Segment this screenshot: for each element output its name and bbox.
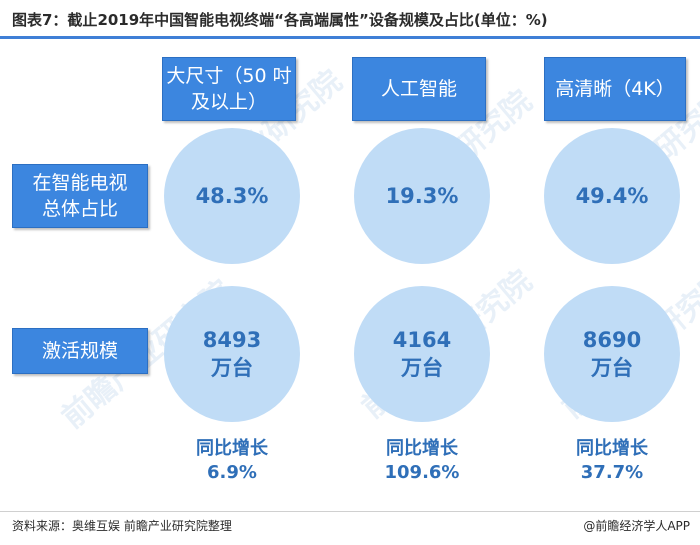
growth-value: 109.6%	[384, 462, 460, 483]
growth-label: 同比增长	[196, 438, 268, 459]
growth-4k: 同比增长 37.7%	[544, 437, 680, 485]
share-value: 49.4%	[575, 184, 649, 208]
share-circle-large-size: 48.3%	[164, 128, 300, 264]
row-header-label: 激活规模	[41, 340, 118, 362]
growth-value: 37.7%	[580, 462, 644, 483]
scale-circle-ai: 4164 万台	[354, 286, 490, 422]
scale-circle-4k: 8690 万台	[544, 286, 680, 422]
footer-divider	[0, 511, 700, 512]
column-header-ai: 人工智能	[352, 57, 486, 121]
scale-value: 8690	[582, 328, 642, 352]
share-value: 19.3%	[385, 184, 459, 208]
growth-label: 同比增长	[386, 438, 458, 459]
scale-unit: 万台	[211, 356, 253, 380]
title-divider	[0, 36, 700, 39]
scale-unit: 万台	[401, 356, 443, 380]
share-value: 48.3%	[195, 184, 269, 208]
column-header-label: 大尺寸（50 吋及以上）	[166, 65, 292, 113]
scale-unit: 万台	[591, 356, 633, 380]
share-circle-4k: 49.4%	[544, 128, 680, 264]
row-header-share: 在智能电视 总体占比	[12, 164, 148, 228]
growth-large-size: 同比增长 6.9%	[164, 437, 300, 485]
chart-title: 图表7：截止2019年中国智能电视终端“各高端属性”设备规模及占比(单位：%)	[12, 11, 548, 29]
column-header-label: 人工智能	[380, 78, 457, 100]
scale-value: 8493	[202, 328, 262, 352]
growth-ai: 同比增长 109.6%	[354, 437, 490, 485]
source-note: 资料来源：奥维互娱 前瞻产业研究院整理	[12, 519, 232, 533]
brand-credit: @前瞻经济学人APP	[583, 519, 690, 533]
growth-label: 同比增长	[576, 438, 648, 459]
column-header-4k: 高清晰（4K）	[544, 57, 686, 121]
share-circle-ai: 19.3%	[354, 128, 490, 264]
growth-value: 6.9%	[207, 462, 257, 483]
row-header-scale: 激活规模	[12, 328, 148, 374]
scale-circle-large-size: 8493 万台	[164, 286, 300, 422]
row-header-label: 在智能电视 总体占比	[32, 172, 128, 220]
column-header-label: 高清晰（4K）	[555, 78, 675, 100]
scale-value: 4164	[392, 328, 452, 352]
column-header-large-size: 大尺寸（50 吋及以上）	[162, 57, 296, 121]
